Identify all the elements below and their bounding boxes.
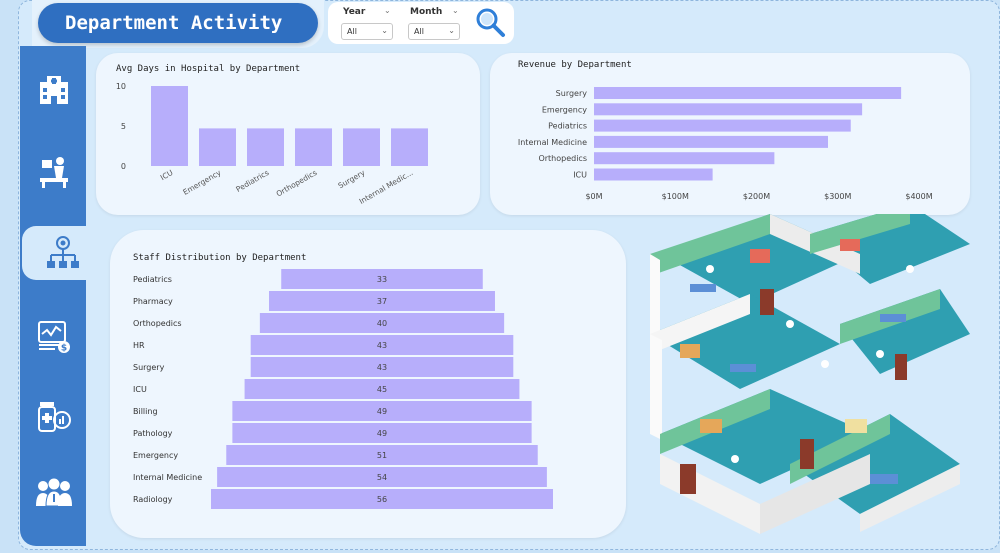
y-tick-label: Surgery xyxy=(556,89,588,98)
y-tick-label: Internal Medicine xyxy=(133,473,202,482)
y-tick-label: Pathology xyxy=(133,429,173,438)
y-tick-label: Pharmacy xyxy=(133,297,173,306)
x-tick-label: Emergency xyxy=(181,168,223,197)
y-tick-label: Pediatrics xyxy=(133,275,172,284)
finance-icon: $ xyxy=(38,321,70,354)
bar xyxy=(217,467,547,487)
bar xyxy=(281,269,483,289)
bar xyxy=(594,135,828,148)
y-tick-label: Orthopedics xyxy=(538,154,587,163)
month-filter-label: Month xyxy=(410,7,443,17)
medicine-icon xyxy=(38,402,71,432)
y-tick-label: Internal Medicine xyxy=(518,138,587,147)
y-tick-label: Billing xyxy=(133,407,158,416)
x-tick-label: $200M xyxy=(743,192,770,201)
hospital-icon xyxy=(40,76,68,104)
staff-chart-title: Staff Distribution by Department xyxy=(133,253,307,263)
nav-finance[interactable]: $ xyxy=(28,310,80,362)
nav-patients[interactable] xyxy=(28,146,80,198)
x-tick-label: ICU xyxy=(159,168,175,182)
bar xyxy=(250,335,514,355)
y-tick-label: HR xyxy=(133,341,145,350)
bar xyxy=(594,168,713,181)
y-tick-label: ICU xyxy=(573,171,587,180)
y-tick-label: Radiology xyxy=(133,495,173,504)
sidebar: $ xyxy=(20,46,104,546)
y-tick-label: Emergency xyxy=(133,451,178,460)
bar xyxy=(269,291,495,311)
data-label: 45 xyxy=(377,385,387,394)
data-label: 43 xyxy=(377,363,387,372)
y-tick-label: Emergency xyxy=(542,105,587,114)
bar xyxy=(391,128,428,166)
avg-days-chart-title: Avg Days in Hospital by Department xyxy=(116,64,301,74)
bar xyxy=(594,103,863,116)
svg-text:$: $ xyxy=(61,344,67,354)
data-label: 33 xyxy=(377,275,387,284)
y-tick-label: ICU xyxy=(133,385,147,394)
bar xyxy=(594,87,902,99)
y-tick-label: 0 xyxy=(121,162,126,171)
patient-icon xyxy=(40,157,68,188)
x-tick-label: Pediatrics xyxy=(234,168,270,194)
bar xyxy=(232,401,532,421)
y-tick-label: Pediatrics xyxy=(548,122,587,131)
y-tick-label: 10 xyxy=(116,82,126,91)
chevron-down-icon[interactable]: ⌄ xyxy=(384,6,391,15)
data-label: 49 xyxy=(377,429,387,438)
data-label: 40 xyxy=(377,319,387,328)
y-tick-label: Orthopedics xyxy=(133,319,182,328)
page-title: Department Activity xyxy=(38,3,318,43)
revenue-chart-title: Revenue by Department xyxy=(518,60,632,70)
bar xyxy=(199,128,236,166)
chevron-down-icon: ⌄ xyxy=(381,26,388,35)
data-label: 43 xyxy=(377,341,387,350)
bar xyxy=(232,423,532,443)
bar xyxy=(259,313,505,333)
chevron-down-icon: ⌄ xyxy=(448,26,455,35)
bar xyxy=(211,489,553,509)
bar xyxy=(594,152,775,165)
revenue-chart: Surgery Emergency Pediatrics Internal Medic… xyxy=(518,87,933,201)
bar xyxy=(247,128,284,166)
x-tick-label: $400M xyxy=(905,192,932,201)
avg-days-chart: 10 5 0 ICU Emergency Pediatrics Orthopedics Sur… xyxy=(116,82,428,206)
data-label: 49 xyxy=(377,407,387,416)
bar xyxy=(151,86,188,166)
data-label: 51 xyxy=(377,451,387,460)
data-label: 56 xyxy=(377,495,387,504)
hospital-floorplan-illustration xyxy=(650,214,970,534)
revenue-card: Revenue by Department xyxy=(490,53,970,215)
x-tick-label: $100M xyxy=(662,192,689,201)
bar xyxy=(343,128,380,166)
year-filter-label: Year xyxy=(343,7,366,17)
x-tick-label: $0M xyxy=(585,192,602,201)
search-icon[interactable] xyxy=(474,6,508,40)
y-tick-label: Surgery xyxy=(133,363,165,372)
bar xyxy=(295,128,332,166)
y-tick-label: 5 xyxy=(121,122,126,131)
nav-hospital[interactable] xyxy=(28,64,80,116)
nav-departments[interactable] xyxy=(22,226,104,280)
nav-staff[interactable] xyxy=(28,466,80,518)
x-tick-label: Surgery xyxy=(337,168,367,191)
staff-chart: 33 Pediatrics 37 Pharmacy 40 Orthopedics 43 HR 4… xyxy=(133,269,553,509)
nav-pharmacy[interactable] xyxy=(28,390,80,442)
month-filter-select[interactable]: All ⌄ xyxy=(408,23,460,40)
staff-icon xyxy=(36,478,72,507)
bar xyxy=(594,119,851,132)
x-tick-label: $300M xyxy=(824,192,851,201)
x-tick-label: Internal Medic... xyxy=(358,168,415,206)
year-filter-select[interactable]: All ⌄ xyxy=(341,23,393,40)
data-label: 54 xyxy=(377,473,387,482)
bar xyxy=(244,379,520,399)
bar xyxy=(250,357,514,377)
bar xyxy=(226,445,538,465)
chevron-down-icon[interactable]: ⌄ xyxy=(452,6,459,15)
x-tick-label: Orthopedics xyxy=(275,168,319,199)
org-chart-icon xyxy=(47,236,79,268)
data-label: 37 xyxy=(377,297,387,306)
